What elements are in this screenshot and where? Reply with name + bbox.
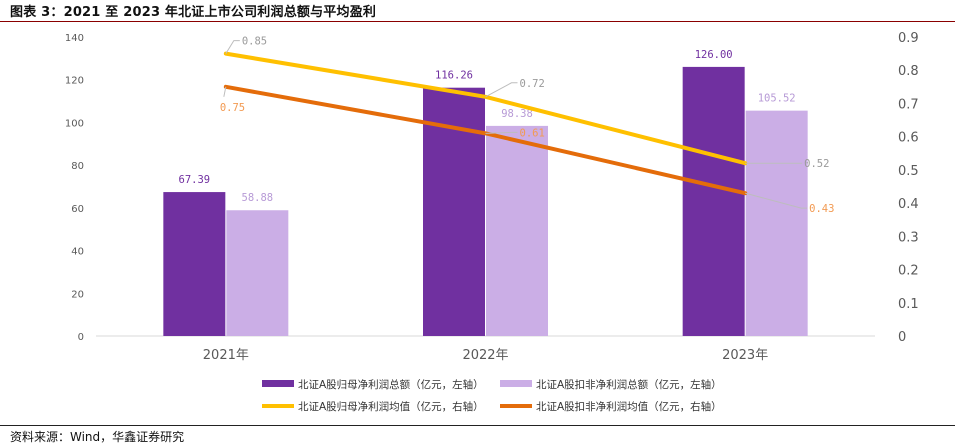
x-axis-tick: 2023年	[722, 348, 768, 363]
left-axis-tick: 80	[71, 161, 84, 172]
legend-label: 北证A股扣非净利润总额（亿元，左轴）	[536, 378, 722, 391]
bar-kfjlr	[486, 125, 548, 336]
line-data-label: 0.72	[520, 78, 545, 90]
left-axis-tick: 40	[71, 247, 84, 258]
line-data-label: 0.43	[809, 203, 834, 215]
right-axis-tick: 0.3	[898, 230, 919, 245]
data-label-leader	[485, 131, 518, 134]
right-axis-tick: 0.6	[898, 131, 919, 146]
title-divider	[0, 21, 955, 22]
right-axis-tick: 0	[898, 330, 906, 345]
legend-label: 北证A股归母净利润总额（亿元，左轴）	[298, 378, 484, 391]
bar-data-label: 126.00	[695, 49, 733, 61]
legend-swatch-bar	[262, 380, 294, 387]
bar-data-label: 58.88	[242, 192, 274, 204]
bar-kfjlr	[226, 210, 289, 336]
line-data-label: 0.52	[804, 158, 829, 170]
bar-gmjlr	[682, 66, 745, 337]
left-axis-tick: 140	[65, 33, 84, 44]
bar-data-label: 98.38	[501, 108, 533, 120]
data-label-leader	[223, 86, 227, 97]
data-label-leader	[745, 192, 808, 209]
right-axis-tick: 0.4	[898, 197, 919, 212]
right-axis-tick: 0.7	[898, 97, 919, 112]
right-axis-tick: 0.1	[898, 297, 919, 312]
page-title: 图表 3：2021 至 2023 年北证上市公司利润总额与平均盈利	[10, 5, 377, 20]
left-axis-tick: 0	[78, 332, 84, 343]
bar-data-label: 105.52	[758, 93, 796, 105]
chart: 0 20 40 60 80 100 120 140 0 0.1 0.2 0.3 0.4 0.5 0.6 0.7…	[65, 31, 919, 413]
x-axis-tick: 2021年	[203, 348, 249, 363]
right-axis-tick: 0.2	[898, 264, 919, 279]
line-gmjlr-mean	[223, 51, 748, 166]
legend-label: 北证A股扣非净利润均值（亿元，右轴）	[536, 400, 722, 413]
left-axis-tick: 20	[71, 289, 84, 300]
footer-divider	[0, 425, 955, 426]
right-axis-tick: 0.8	[898, 64, 919, 79]
bar-kfjlr	[745, 110, 808, 336]
right-axis-tick: 0.9	[898, 31, 919, 46]
line-kfjlr-mean	[223, 84, 748, 196]
left-axis-tick: 100	[65, 118, 84, 129]
right-axis-tick: 0.5	[898, 164, 919, 179]
legend-label: 北证A股归母净利润均值（亿元，右轴）	[298, 400, 484, 413]
left-axis-tick: 120	[65, 76, 84, 87]
data-label-leader	[485, 82, 518, 98]
source-note: 资料来源：Wind，华鑫证券研究	[10, 430, 185, 444]
data-label-leader	[225, 40, 240, 54]
bar-data-label: 67.39	[179, 174, 211, 186]
left-axis-tick: 60	[71, 204, 84, 215]
line-data-label: 0.61	[520, 127, 545, 139]
line-data-label: 0.85	[242, 36, 267, 48]
x-axis-tick: 2022年	[462, 348, 508, 363]
bar-data-label: 116.26	[435, 70, 473, 82]
bar-gmjlr	[163, 192, 226, 336]
line-data-label: 0.75	[220, 102, 245, 114]
legend-swatch-bar	[500, 380, 532, 387]
